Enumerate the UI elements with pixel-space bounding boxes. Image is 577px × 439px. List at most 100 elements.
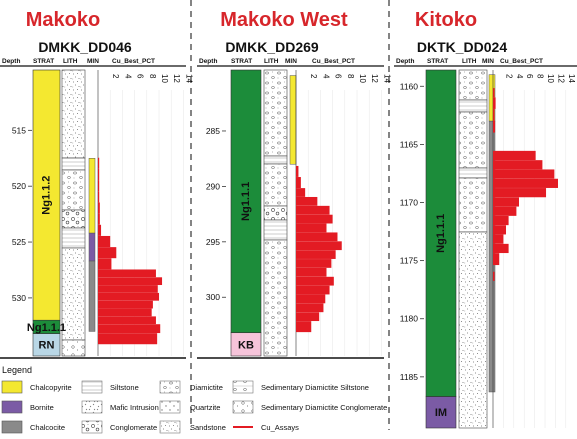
- cu-assay-bar: [98, 333, 158, 345]
- legend: Legend Chalcopyrite Bornite Chalcocite S…: [1, 365, 387, 434]
- cu-assay-bar: [296, 321, 312, 333]
- cu-assay-bar: [296, 165, 299, 177]
- cu-tick-label: 14: [382, 74, 391, 83]
- lithology-column: [458, 69, 488, 429]
- cu-assay-bar: [493, 169, 555, 179]
- strat-unit: [425, 396, 457, 429]
- legend-label: Sedimentary Diamictite Siltstone: [261, 383, 369, 392]
- hole-id: DMKK_DD046: [38, 39, 132, 55]
- cu-assay-bar: [493, 225, 506, 235]
- legend-swatch-chalcopyrite: [1, 380, 23, 394]
- cu-assay-bar: [98, 324, 161, 334]
- cu-assay-bar: [493, 178, 558, 188]
- strat-unit-label: RN: [39, 340, 55, 352]
- cu-assay-bar: [296, 214, 333, 224]
- depth-tick-label: 1160: [400, 81, 419, 91]
- depth-tick-label: 1185: [400, 372, 419, 382]
- legend-label: Diamictite: [190, 383, 223, 392]
- cu-assay-bar: [98, 258, 112, 270]
- cu-assay-bar: [98, 277, 163, 286]
- cu-assay-bar: [493, 234, 504, 244]
- header-strat: STRAT: [231, 58, 252, 65]
- cu-assay-bar: [493, 120, 496, 133]
- header-depth: Depth: [2, 58, 20, 65]
- cu-assay-bar: [493, 253, 500, 266]
- legend-swatch-sed-diamictite-conglomerate: [232, 400, 254, 414]
- cu-tick-label: 4: [515, 74, 524, 79]
- legend-swatch-diamictite: [159, 380, 181, 394]
- header-min: MIN: [482, 58, 494, 65]
- header-depth: Depth: [396, 58, 414, 65]
- mineral-zone: [88, 158, 96, 234]
- cu-assay-bar: [296, 241, 342, 251]
- cu-assay-bar: [296, 259, 332, 268]
- cu-tick-label: 14: [184, 74, 193, 83]
- legend-swatch-siltstone: [81, 380, 103, 394]
- legend-swatch-mafic: [81, 400, 103, 414]
- legend-swatch-sandstone: [159, 420, 181, 434]
- strat-unit: [425, 69, 457, 397]
- strat-unit-label: KB: [238, 339, 254, 351]
- lithology-column: [263, 69, 288, 357]
- header-strat: STRAT: [427, 58, 448, 65]
- region-title: Kitoko: [415, 9, 477, 31]
- cu-assay-bar: [98, 269, 156, 278]
- cu-tick-label: 4: [123, 74, 132, 79]
- cu-assay-bar: [98, 247, 117, 259]
- cu-assay-bar: [98, 168, 100, 181]
- depth-tick-label: 290: [206, 181, 220, 191]
- strat-unit-label: Ng1.1.1: [435, 214, 447, 253]
- cu-tick-label: 2: [309, 74, 318, 79]
- legend-label: Mafic Intrusion: [110, 403, 159, 412]
- depth-tick-label: 1165: [400, 139, 419, 149]
- depth-tick-label: 520: [12, 181, 26, 191]
- cu-assay-bar: [296, 188, 306, 197]
- mineral-zone: [88, 232, 96, 262]
- legend-swatch-chalcocite: [1, 420, 23, 434]
- header-strat: STRAT: [33, 58, 54, 65]
- cu-assay-bar: [98, 316, 156, 325]
- cu-assay-bar: [296, 276, 334, 286]
- legend-label: Sandstone: [190, 423, 226, 432]
- cu-assay-bar: [98, 224, 102, 236]
- legend-label: Chalcopyrite: [30, 383, 72, 392]
- cu-tick-label: 6: [334, 74, 343, 79]
- legend-label: Cu_Assays: [261, 423, 299, 432]
- cu-assay-bar: [296, 285, 330, 295]
- legend-label: Chalcocite: [30, 423, 65, 432]
- legend-label: Conglomerate: [110, 423, 157, 432]
- legend-label: Siltstone: [110, 383, 139, 392]
- header-min: MIN: [285, 58, 297, 65]
- depth-tick-label: 530: [12, 293, 26, 303]
- depth-tick-label: 1170: [400, 198, 419, 208]
- cu-tick-label: 12: [172, 74, 181, 83]
- legend-label: Bornite: [30, 403, 54, 412]
- cu-tick-label: 8: [536, 74, 545, 79]
- cu-assay-bar: [98, 180, 100, 192]
- cu-tick-label: 12: [556, 74, 565, 83]
- region-title: Makoko: [26, 9, 100, 31]
- depth-tick-label: 285: [206, 126, 220, 136]
- mineral-zone: [289, 75, 297, 165]
- cu-assay-bar: [493, 243, 509, 254]
- cu-tick-label: 6: [525, 74, 534, 79]
- legend-label: Sedimentary Diamictite Conglomerate: [261, 403, 387, 412]
- strat-unit: [230, 332, 262, 357]
- cu-assay-bar: [98, 213, 100, 225]
- region-title: Makoko West: [220, 9, 348, 31]
- cu-assay-bar: [98, 191, 100, 203]
- header-cu: Cu_Best_PCT: [500, 58, 543, 65]
- cu-tick-label: 10: [160, 74, 169, 83]
- legend-swatch-conglomerate: [81, 420, 103, 434]
- legend-swatch-quartzite: [159, 400, 181, 414]
- cu-assay-bar: [493, 160, 543, 170]
- cu-assay-bar: [296, 303, 324, 313]
- cu-assay-bar: [296, 205, 330, 215]
- legend-swatch-sed-diamictite-siltstone: [232, 380, 254, 394]
- strat-unit: [32, 333, 61, 357]
- cu-assay-bar: [493, 206, 517, 216]
- strat-unit-label: Ng1.1.2: [40, 176, 52, 215]
